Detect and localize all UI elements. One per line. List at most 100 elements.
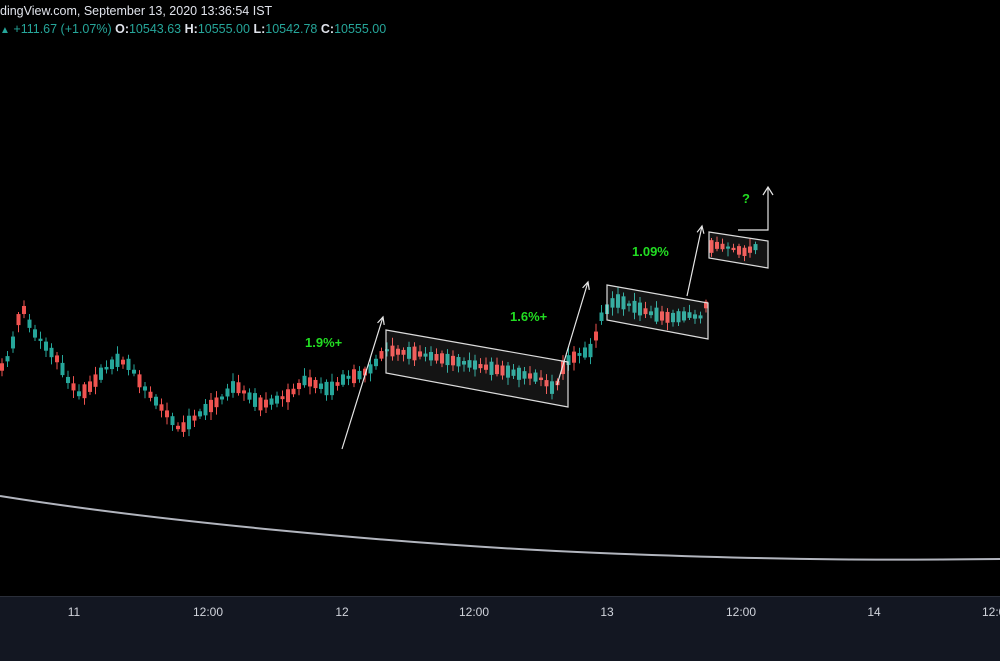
candle bbox=[99, 364, 103, 383]
x-tick-label: 12:00 bbox=[726, 605, 756, 619]
candle bbox=[253, 388, 257, 411]
candle bbox=[330, 373, 334, 400]
candle bbox=[346, 370, 351, 386]
candle bbox=[313, 377, 318, 394]
candle bbox=[88, 375, 92, 395]
flag-channel-2[interactable] bbox=[606, 284, 709, 340]
candle bbox=[632, 292, 637, 320]
annotation-label: ? bbox=[742, 191, 750, 206]
arrow-3[interactable] bbox=[686, 224, 705, 297]
candle bbox=[33, 324, 37, 342]
candle bbox=[187, 408, 191, 437]
arrow-4[interactable] bbox=[738, 188, 769, 231]
candle bbox=[55, 352, 59, 370]
candle bbox=[544, 374, 549, 394]
candle bbox=[704, 299, 708, 313]
candle bbox=[60, 354, 65, 378]
candle bbox=[654, 301, 659, 325]
candle bbox=[143, 381, 147, 399]
candle bbox=[682, 307, 686, 323]
ohlc-readout: ▲ +111.67 (+1.07%) O:10543.63 H:10555.00… bbox=[0, 22, 386, 36]
x-tick-label: 12:00 bbox=[982, 605, 1000, 619]
candle bbox=[38, 331, 43, 349]
candle bbox=[533, 369, 538, 385]
candle bbox=[66, 370, 70, 389]
annotation-label: 1.09% bbox=[632, 244, 669, 259]
candle bbox=[742, 245, 747, 262]
candle bbox=[286, 383, 290, 410]
candle bbox=[297, 379, 301, 396]
candle bbox=[242, 385, 246, 401]
x-tick-label: 12:00 bbox=[459, 605, 489, 619]
candle bbox=[561, 355, 565, 380]
candle bbox=[594, 323, 598, 348]
candle bbox=[165, 402, 169, 425]
candle bbox=[649, 305, 653, 319]
candle bbox=[572, 346, 576, 371]
arrow-2[interactable] bbox=[556, 280, 590, 386]
candle bbox=[539, 370, 543, 387]
candle bbox=[176, 422, 180, 432]
candle bbox=[456, 353, 461, 373]
flag-channel-3[interactable] bbox=[708, 231, 769, 269]
candle bbox=[132, 364, 136, 377]
low-label: L: bbox=[253, 22, 266, 36]
candle bbox=[126, 354, 131, 376]
x-tick-label: 12:00 bbox=[193, 605, 223, 619]
candle bbox=[121, 356, 125, 369]
candle bbox=[137, 370, 142, 394]
candle bbox=[16, 311, 21, 333]
candle bbox=[225, 383, 230, 401]
candle bbox=[467, 352, 472, 372]
candle bbox=[22, 300, 26, 319]
high-value: 10555.00 bbox=[197, 22, 250, 36]
candle bbox=[308, 369, 312, 395]
candle bbox=[110, 356, 114, 375]
candle bbox=[269, 394, 274, 410]
arrow-1[interactable] bbox=[341, 315, 385, 450]
candle bbox=[170, 412, 175, 431]
candle bbox=[49, 343, 54, 365]
candle bbox=[27, 313, 32, 333]
candle bbox=[462, 357, 466, 372]
candle bbox=[335, 376, 340, 391]
candle bbox=[396, 345, 400, 361]
candle bbox=[429, 346, 433, 366]
candle bbox=[0, 358, 4, 377]
low-value: 10542.78 bbox=[265, 22, 318, 36]
candle bbox=[154, 394, 158, 410]
candle bbox=[517, 365, 521, 388]
candle bbox=[440, 350, 444, 368]
candle bbox=[352, 364, 356, 388]
flag-channel-1[interactable] bbox=[385, 329, 569, 408]
candle bbox=[643, 301, 648, 318]
change-value: +111.67 (+1.07%) bbox=[13, 22, 112, 36]
candle bbox=[500, 360, 505, 380]
candle bbox=[231, 373, 235, 398]
candle bbox=[148, 386, 153, 402]
candle bbox=[236, 374, 241, 396]
candle bbox=[451, 350, 455, 372]
time-axis[interactable] bbox=[0, 596, 1000, 661]
close-value: 10555.00 bbox=[334, 22, 387, 36]
annotation-label: 1.9%+ bbox=[305, 335, 343, 350]
candle bbox=[709, 238, 714, 257]
candle bbox=[258, 395, 263, 417]
candle bbox=[319, 377, 323, 394]
candle bbox=[379, 347, 384, 362]
candle bbox=[198, 408, 202, 419]
candle bbox=[44, 337, 48, 357]
candle bbox=[528, 366, 532, 386]
candle bbox=[220, 393, 224, 405]
candle bbox=[627, 300, 631, 312]
open-value: 10543.63 bbox=[128, 22, 182, 36]
candle bbox=[588, 338, 593, 365]
candle bbox=[423, 346, 428, 362]
annotation-label: 1.6%+ bbox=[510, 309, 548, 324]
candle bbox=[209, 393, 213, 421]
candle bbox=[374, 354, 378, 370]
candle bbox=[599, 305, 604, 325]
candle bbox=[610, 291, 615, 316]
candle bbox=[291, 383, 296, 398]
